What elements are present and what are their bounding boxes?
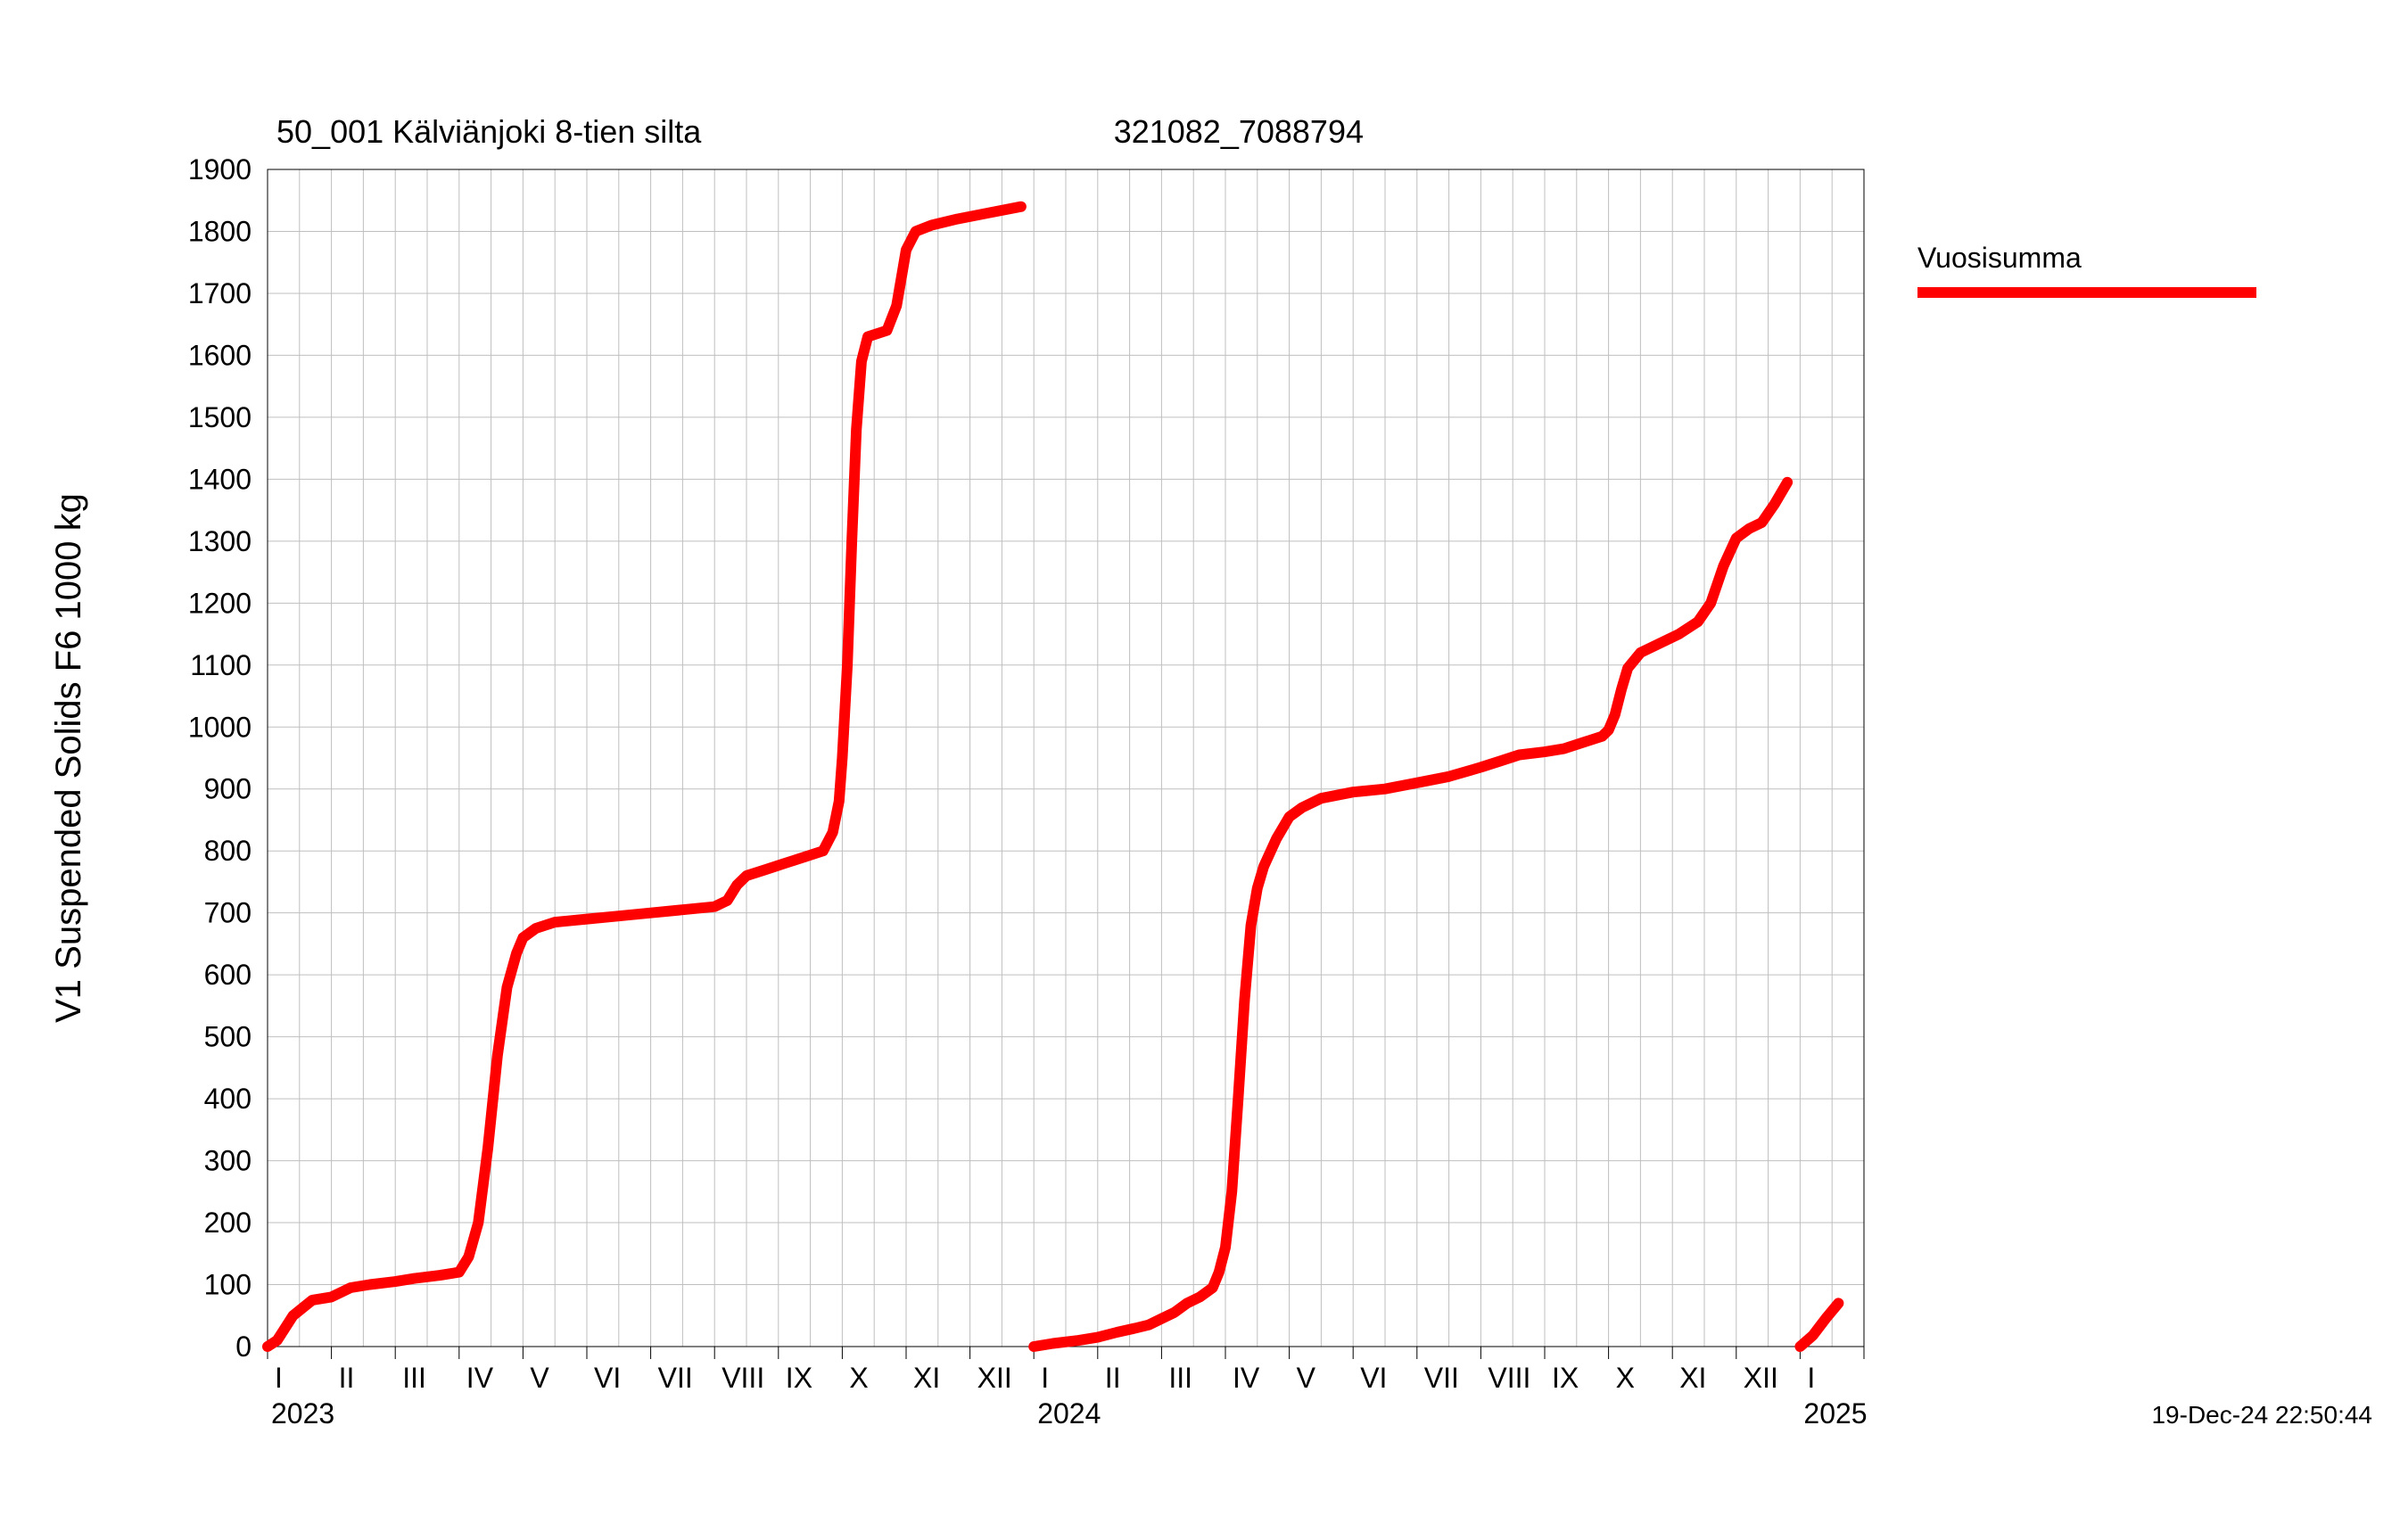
x-month-label: IV: [1233, 1362, 1260, 1394]
y-tick-label: 1800: [188, 215, 252, 247]
x-month-label: IX: [786, 1362, 812, 1394]
title-right: 321082_7088794: [1114, 113, 1364, 150]
y-tick-label: 300: [204, 1145, 252, 1177]
x-month-label: XII: [977, 1362, 1012, 1394]
x-month-label: X: [1616, 1362, 1635, 1394]
y-tick-label: 200: [204, 1207, 252, 1239]
y-tick-label: 1300: [188, 525, 252, 557]
y-tick-label: 700: [204, 897, 252, 929]
y-tick-label: 900: [204, 773, 252, 805]
y-tick-label: 1200: [188, 587, 252, 619]
y-tick-label: 1700: [188, 277, 252, 309]
y-tick-label: 600: [204, 959, 252, 991]
x-month-label: XI: [913, 1362, 940, 1394]
chart-svg: 0 100 200 300 400 500 600 700 800 900 1000 1100 1200…: [0, 0, 2408, 1516]
x-month-label: I: [275, 1362, 283, 1394]
x-month-label: VI: [594, 1362, 621, 1394]
x-year-label: 2025: [1803, 1397, 1867, 1429]
x-month-label: VI: [1360, 1362, 1387, 1394]
y-tick-label: 1900: [188, 153, 252, 185]
x-month-label: III: [402, 1362, 426, 1394]
x-month-label: II: [1105, 1362, 1121, 1394]
y-tick-label: 100: [204, 1269, 252, 1301]
chart-container: 0 100 200 300 400 500 600 700 800 900 1000 1100 1200…: [0, 0, 2408, 1516]
legend-label: Vuosisumma: [1917, 242, 2082, 274]
y-tick-label: 1400: [188, 463, 252, 495]
y-tick-label: 1600: [188, 339, 252, 371]
x-month-label: XII: [1744, 1362, 1778, 1394]
y-tick-label: 500: [204, 1021, 252, 1053]
timestamp: 19-Dec-24 22:50:44: [2151, 1401, 2372, 1429]
x-year-label: 2024: [1037, 1397, 1101, 1429]
x-month-label: X: [849, 1362, 868, 1394]
y-tick-label: 1100: [190, 649, 252, 681]
y-tick-label: 0: [235, 1331, 252, 1363]
y-tick-label: 400: [204, 1083, 252, 1115]
y-tick-label: 1000: [188, 711, 252, 743]
x-month-label: VIII: [1488, 1362, 1530, 1394]
y-tick-label: 1500: [188, 401, 252, 433]
x-month-label: I: [1807, 1362, 1815, 1394]
x-month-label: IX: [1552, 1362, 1579, 1394]
x-month-label: VIII: [722, 1362, 764, 1394]
x-month-label: V: [1297, 1362, 1316, 1394]
y-axis-label: V1 Suspended Solids F6 1000 kg: [49, 493, 88, 1023]
x-month-label: VII: [1424, 1362, 1459, 1394]
x-month-label: III: [1168, 1362, 1192, 1394]
x-month-label: I: [1041, 1362, 1049, 1394]
x-month-label: V: [530, 1362, 549, 1394]
x-month-label: II: [339, 1362, 355, 1394]
y-tick-label: 800: [204, 835, 252, 867]
x-month-label: VII: [658, 1362, 693, 1394]
title-left: 50_001 Kälviänjoki 8-tien silta: [276, 113, 702, 150]
x-month-label: IV: [466, 1362, 494, 1394]
x-month-label: XI: [1679, 1362, 1706, 1394]
x-year-label: 2023: [271, 1397, 334, 1429]
